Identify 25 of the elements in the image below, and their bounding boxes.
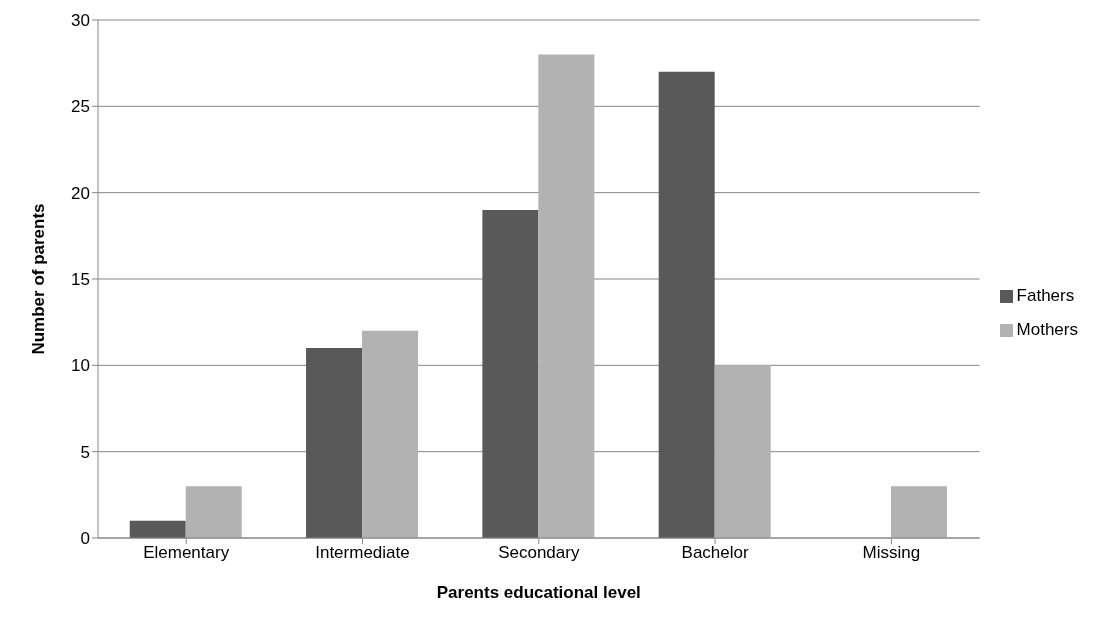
- x-tick-label: Intermediate: [315, 543, 410, 563]
- bar: [538, 54, 595, 538]
- x-tick-label: Bachelor: [681, 543, 749, 563]
- bar: [362, 330, 419, 538]
- y-tick-label: 0: [80, 529, 90, 549]
- y-tick-label: 20: [71, 183, 90, 203]
- x-tick-label: Secondary: [498, 543, 580, 563]
- bar: [306, 348, 363, 538]
- y-axis-title: Number of parents: [29, 203, 49, 355]
- x-tick-label: Missing: [862, 543, 921, 563]
- y-tick-label: 25: [71, 97, 90, 117]
- bar: [185, 486, 242, 538]
- y-tick-label: 15: [71, 270, 90, 290]
- bar: [129, 520, 186, 538]
- bar: [658, 71, 715, 538]
- bar: [482, 209, 539, 538]
- legend-label: Fathers: [1016, 286, 1075, 305]
- y-tick-label: 5: [80, 442, 90, 462]
- x-axis-title: Parents educational level: [436, 583, 641, 602]
- y-tick-label: 30: [71, 11, 90, 31]
- x-tick-label: Elementary: [143, 543, 230, 563]
- y-tick-label: 10: [71, 356, 90, 376]
- bar: [714, 365, 771, 538]
- bar: [891, 486, 947, 538]
- legend-label: Mothers: [1016, 320, 1078, 339]
